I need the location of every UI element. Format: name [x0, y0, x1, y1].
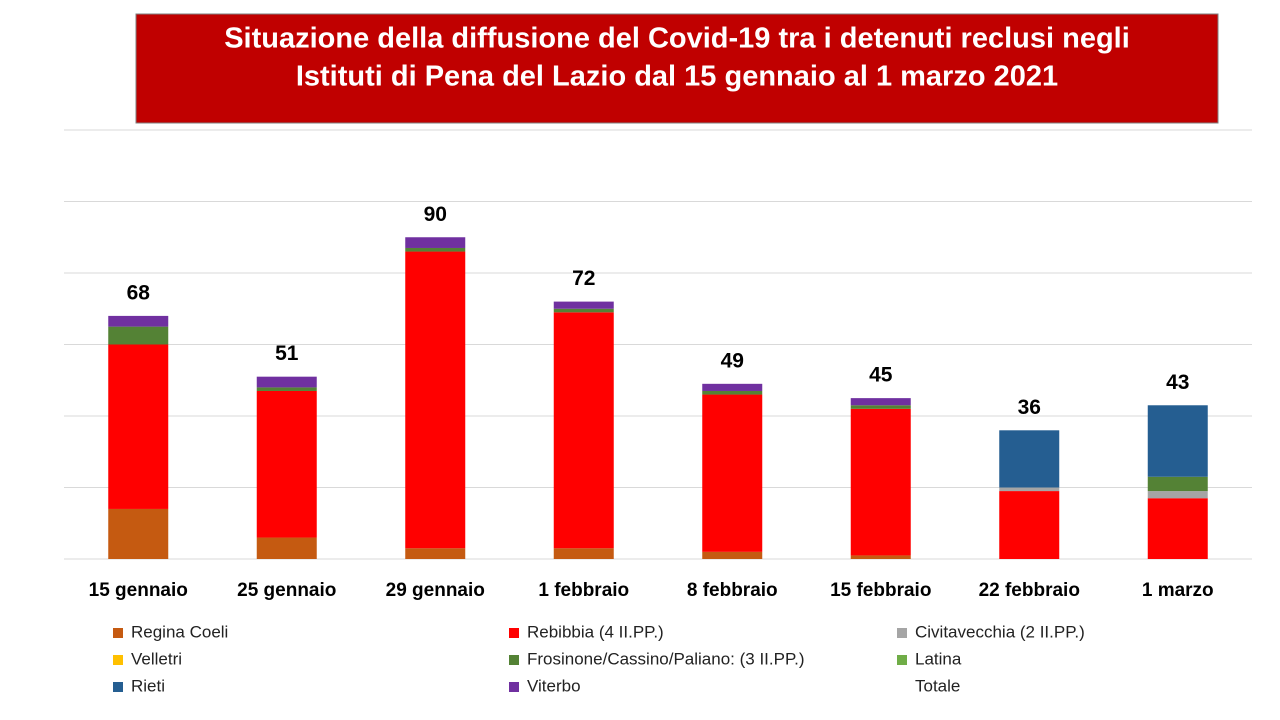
legend-swatch — [113, 682, 123, 692]
legend-label: Regina Coeli — [131, 622, 228, 641]
total-label: 90 — [424, 203, 447, 226]
bar-segment — [702, 390, 763, 395]
legend-label: Civitavecchia (2 II.PP.) — [915, 622, 1085, 641]
bar-segment — [256, 387, 317, 391]
x-tick-label: 1 marzo — [1142, 580, 1214, 601]
total-label: 49 — [721, 349, 744, 372]
x-tick-label: 29 gennaio — [386, 580, 485, 601]
legend-label: Totale — [915, 676, 960, 695]
x-tick-label: 22 febbraio — [979, 580, 1080, 601]
legend-swatch — [897, 655, 907, 665]
x-tick-label: 15 febbraio — [830, 580, 931, 601]
bar-segment — [1147, 405, 1208, 477]
title-box — [135, 13, 1219, 124]
legend-swatch — [113, 655, 123, 665]
chart-title: Istituti di Pena del Lazio dal 15 gennai… — [296, 61, 1058, 93]
x-tick-label: 15 gennaio — [89, 580, 188, 601]
bar-segment — [850, 555, 911, 559]
legend-label: Rieti — [131, 676, 165, 695]
bar-segment — [108, 315, 169, 327]
bar-segment — [108, 326, 169, 345]
legend-swatch — [509, 655, 519, 665]
legend-label: Rebibbia (4 II.PP.) — [527, 622, 664, 641]
bar-segment — [256, 537, 317, 559]
bar-segment — [850, 398, 911, 406]
total-label: 51 — [275, 342, 299, 365]
bar-segment — [702, 551, 763, 559]
bar-segment — [405, 548, 466, 559]
bar-segment — [850, 408, 911, 556]
bar-segment — [1147, 476, 1208, 492]
bar-segment — [553, 308, 614, 313]
chart-title: Situazione della diffusione del Covid-19… — [224, 23, 1130, 55]
x-tick-label: 1 febbraio — [538, 580, 629, 601]
bar-segment — [999, 430, 1060, 488]
legend-label: Frosinone/Cassino/Paliano: (3 II.PP.) — [527, 649, 805, 668]
bar-segment — [1147, 498, 1208, 559]
bar-segment — [553, 301, 614, 309]
total-label: 68 — [127, 281, 151, 304]
bar-segment — [256, 376, 317, 388]
bar-segment — [850, 405, 911, 409]
bar-segment — [702, 383, 763, 391]
legend-label: Velletri — [131, 649, 182, 668]
x-tick-label: 25 gennaio — [237, 580, 336, 601]
bar-segment — [405, 247, 466, 252]
legend-label: Viterbo — [527, 676, 581, 695]
total-label: 43 — [1166, 371, 1189, 394]
x-tick-label: 8 febbraio — [687, 580, 778, 601]
legend-swatch — [113, 628, 123, 638]
bar-segment — [108, 508, 169, 559]
total-label: 72 — [572, 267, 595, 290]
bar-segment — [999, 491, 1060, 559]
bar-segment — [108, 344, 169, 509]
legend-swatch — [509, 628, 519, 638]
legend-label: Latina — [915, 649, 962, 668]
bar-segment — [702, 394, 763, 552]
bar-segment — [553, 312, 614, 549]
bar-segment — [256, 390, 317, 538]
total-label: 45 — [869, 364, 893, 387]
legend-swatch — [897, 628, 907, 638]
legend-swatch — [509, 682, 519, 692]
bar-segment — [999, 487, 1060, 492]
bar-segment — [1147, 491, 1208, 499]
bar-segment — [553, 548, 614, 559]
bar-segment — [405, 237, 466, 248]
bar-segment — [405, 251, 466, 549]
total-label: 36 — [1018, 396, 1041, 419]
